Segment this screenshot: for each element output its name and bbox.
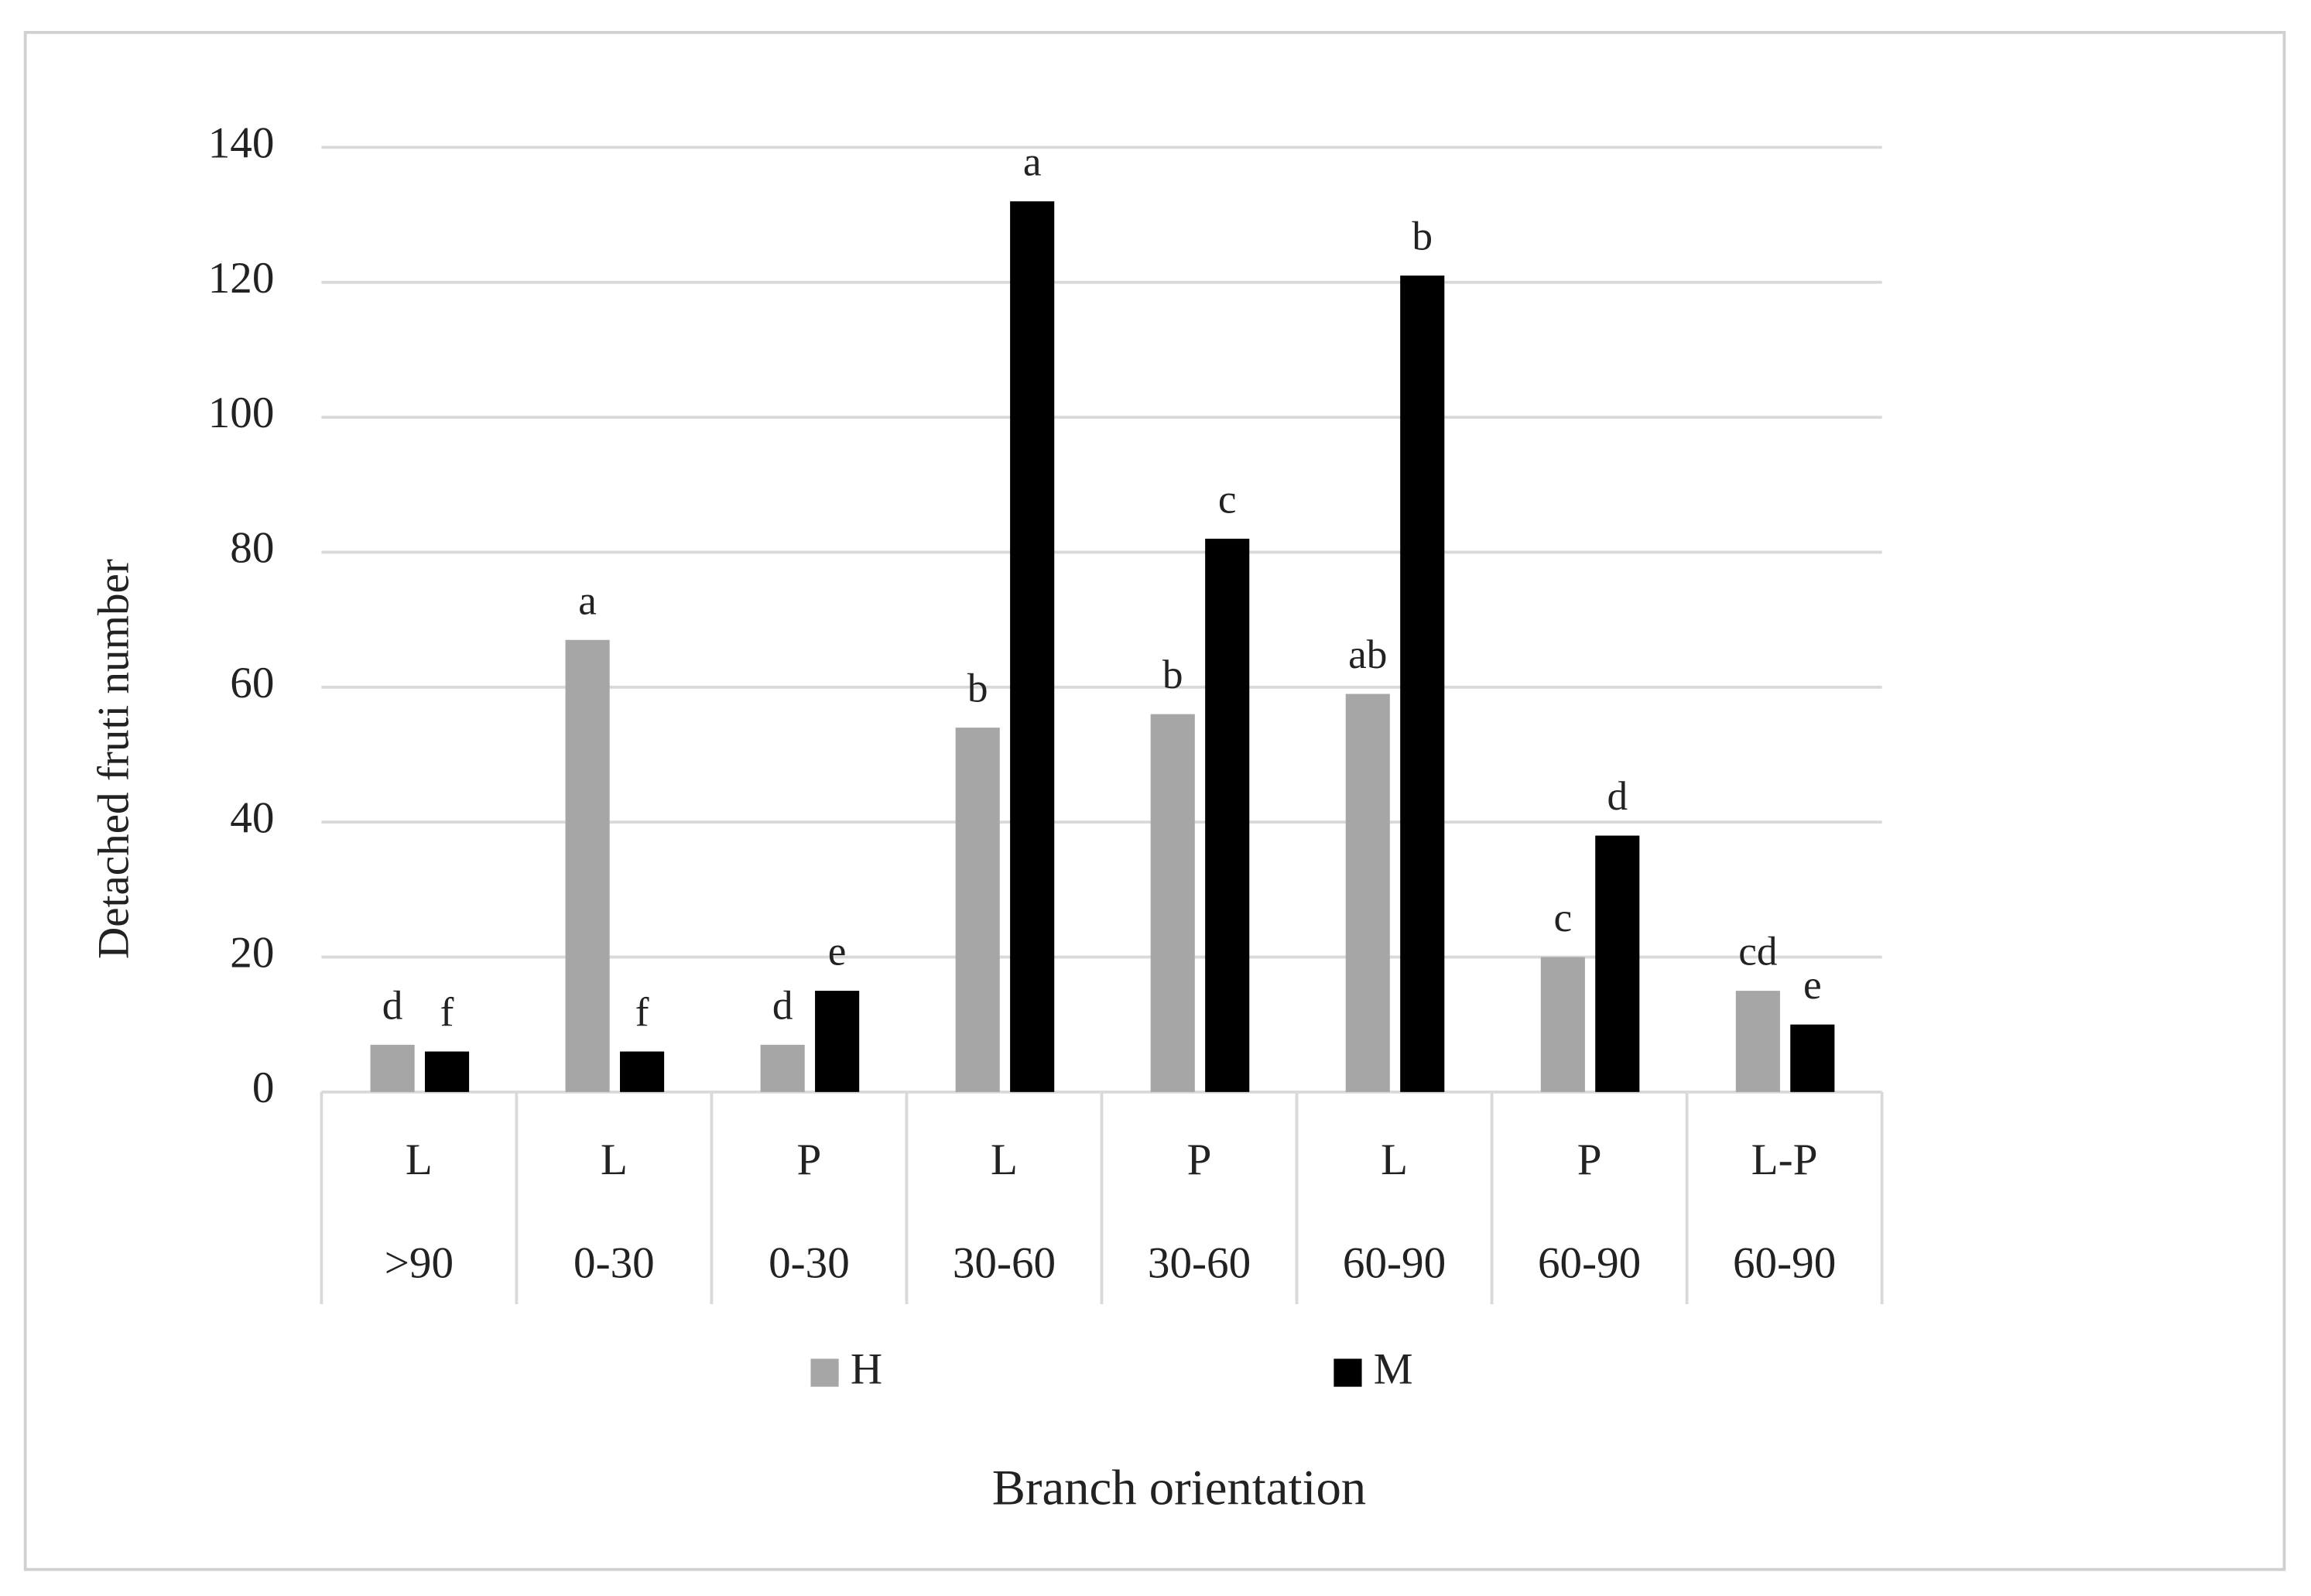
significance-letter: b [1412,213,1433,259]
y-axis-label: Detached fruti number [90,559,139,959]
bar [1735,991,1780,1092]
x-subcategory-label: 30-60 [1148,1239,1251,1288]
bar [1150,714,1195,1092]
y-tick-label: 20 [230,929,274,978]
significance-letter: f [635,988,649,1035]
bar [760,1044,805,1092]
bar [1010,201,1055,1092]
bar [620,1051,665,1092]
significance-letter: ab [1348,631,1387,677]
bar [424,1051,470,1092]
x-tick-label: L [1381,1135,1408,1184]
bar [1345,694,1390,1092]
x-subcategory-label: 0-30 [573,1239,655,1288]
significance-letter: a [1023,139,1042,185]
x-tick-label: P [797,1135,822,1184]
x-subcategory-label: >90 [385,1239,454,1288]
significance-letter: c [1554,894,1573,940]
y-tick-label: 140 [208,119,275,168]
x-axis-label: Branch orientation [992,1461,1366,1516]
significance-letter: e [1803,961,1822,1008]
x-tick-label: L-P [1751,1135,1818,1184]
bar [1790,1024,1835,1092]
bar [815,991,860,1092]
x-subcategory-label: 60-90 [1733,1239,1836,1288]
y-tick-label: 40 [230,793,274,842]
x-tick-label: L [991,1135,1018,1184]
y-tick-label: 100 [208,389,275,437]
bar [1205,539,1250,1092]
x-subcategory-label: 60-90 [1343,1239,1446,1288]
significance-letter: d [772,981,793,1028]
significance-letter: f [440,988,454,1035]
bar [1400,276,1445,1092]
bar [370,1044,415,1092]
x-tick-label: P [1187,1135,1212,1184]
y-tick-label: 0 [252,1063,275,1112]
x-subcategory-label: 0-30 [769,1239,850,1288]
y-tick-label: 60 [230,659,274,707]
legend-swatch [810,1358,839,1387]
x-subcategory-label: 60-90 [1538,1239,1641,1288]
significance-letter: c [1218,476,1237,522]
y-tick-label: 120 [208,254,275,303]
legend-label: M [1374,1345,1413,1394]
bar [1540,957,1585,1092]
x-tick-label: L [601,1135,628,1184]
significance-letter: d [382,981,403,1028]
bar [565,639,610,1092]
x-tick-label: P [1577,1135,1602,1184]
bar [955,728,1000,1092]
legend-swatch [1334,1358,1362,1387]
y-tick-label: 80 [230,524,274,573]
significance-letter: e [828,928,847,974]
legend-label: H [851,1345,882,1394]
x-tick-label: L [406,1135,433,1184]
bar [1595,835,1640,1092]
significance-letter: b [967,665,988,711]
significance-letter: cd [1738,928,1777,974]
x-subcategory-label: 30-60 [953,1239,1056,1288]
significance-letter: b [1162,651,1183,697]
significance-letter: a [578,577,597,623]
significance-letter: d [1607,772,1628,819]
